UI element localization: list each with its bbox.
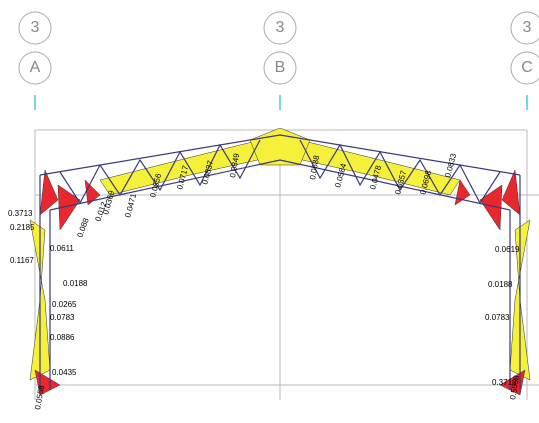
- force-label: 0.0435: [52, 368, 77, 377]
- force-label: 0.0688: [308, 154, 321, 180]
- force-label: 0.0471: [123, 192, 138, 218]
- force-label: 0.0849: [228, 152, 241, 178]
- force-label: 0.2185: [10, 223, 35, 232]
- grid-ticks: [34, 95, 528, 110]
- force-label: 0.0619: [495, 245, 520, 254]
- force-label: 0.0611: [50, 244, 74, 253]
- force-label: 0.3713: [492, 378, 517, 387]
- force-label: 0.088: [75, 216, 90, 238]
- bubble-label: 3: [276, 19, 285, 36]
- force-label: 0.0886: [50, 333, 75, 342]
- force-label: 0.0369: [101, 189, 116, 215]
- force-label: 0.0265: [52, 300, 77, 309]
- bubble-label: A: [30, 59, 41, 76]
- force-label: 0.0188: [488, 280, 513, 289]
- bubble-label: B: [275, 59, 286, 76]
- force-label: 0.0188: [63, 279, 88, 288]
- force-label: 0.1167: [10, 256, 34, 265]
- force-label: 0.0558: [33, 384, 46, 410]
- force-label: 0.0783: [485, 313, 510, 322]
- bubble-label: C: [521, 59, 533, 76]
- bubble-label: 3: [523, 19, 532, 36]
- force-label: 0.5558: [508, 374, 521, 400]
- truss: [39, 134, 521, 390]
- bubble-label: 3: [31, 19, 40, 36]
- force-label: 0.0783: [50, 313, 75, 322]
- force-label: 0.0833: [443, 152, 458, 178]
- grid-bubbles: 3 A 3 B 3 C: [18, 11, 539, 85]
- force-label: 0.3713: [8, 209, 33, 218]
- force-labels: 0.3713 0.2185 0.1167 0.0611 0.0188 0.0265 0.07…: [8, 152, 521, 410]
